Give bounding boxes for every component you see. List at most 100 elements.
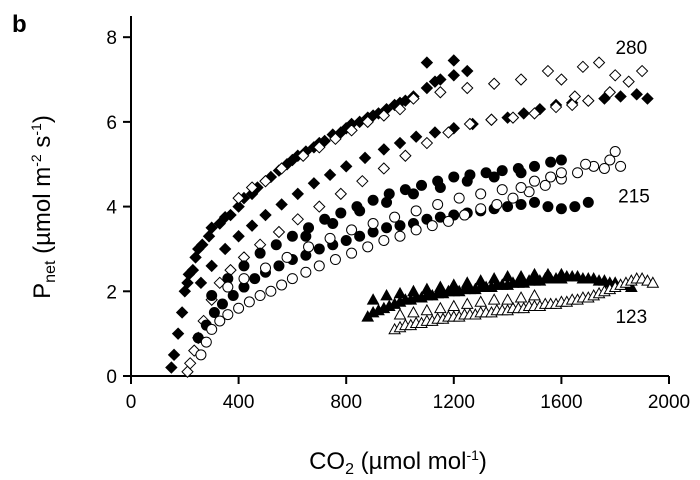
series-annotation: 280 [615,38,647,59]
data-point-diamond-filled [614,90,627,103]
data-point-circle-filled [286,230,298,242]
y-tick-label: 8 [106,28,117,49]
data-point-diamond-filled [420,56,434,69]
data-point-circle-open [389,211,401,223]
data-point-diamond-filled [291,187,304,201]
data-point-circle-filled [381,222,393,234]
data-point-diamond-filled [428,126,442,139]
data-point-circle-open [475,203,487,215]
data-point-diamond-filled [186,263,200,277]
data-point-diamond-open [622,75,635,88]
data-point-diamond-filled [194,276,208,290]
data-point-triangle-filled [541,267,555,280]
data-point-circle-filled [270,239,282,251]
data-point-diamond-open [291,213,304,226]
data-point-diamond-open [232,191,245,205]
data-point-circle-open [604,154,616,166]
data-point-diamond-open [345,124,358,137]
data-point-triangle-filled [460,276,474,288]
data-point-circle-open [206,323,218,335]
data-point-triangle-open [407,305,420,318]
data-point-diamond-filled [409,130,423,143]
data-point-diamond-filled [171,327,185,340]
data-point-diamond-open [356,174,369,188]
data-point-diamond-filled [167,348,181,362]
data-point-triangle-open [447,299,461,312]
data-point-circle-open [254,290,266,302]
data-point-circle-open [572,167,584,179]
data-point-circle-open [324,232,336,244]
data-point-diamond-open [377,162,391,175]
data-point-triangle-filled [474,274,488,286]
data-points [165,54,660,378]
data-point-triangle-open [646,276,660,288]
data-point-circle-open [195,349,207,361]
data-point-diamond-filled [245,219,259,232]
data-point-circle-filled [496,165,508,177]
y-tick-label: 2 [106,282,117,303]
data-point-diamond-filled [232,200,245,213]
data-point-diamond-filled [447,69,461,82]
data-point-diamond-filled [213,217,226,230]
data-point-circle-open [286,273,298,285]
data-point-diamond-open [549,100,563,114]
data-point-diamond-filled [192,242,205,256]
data-point-diamond-open [461,81,474,95]
data-point-circle-filled [340,234,352,246]
data-point-circle-open [313,260,325,272]
data-point-diamond-filled [334,126,348,139]
data-point-circle-filled [515,198,527,210]
data-point-triangle-filled [366,293,380,305]
data-point-circle-open [300,266,312,278]
data-point-diamond-filled [318,134,331,148]
data-point-circle-open [475,188,487,200]
data-point-diamond-filled [165,361,178,374]
data-point-circle-filled [555,154,567,166]
data-point-diamond-filled [358,151,372,165]
data-point-circle-open [222,281,234,293]
data-point-circle-filled [569,201,581,213]
data-point-circle-filled [206,290,218,302]
data-point-circle-open [555,167,567,179]
data-point-circle-filled [327,218,339,230]
data-point-circle-filled [216,298,228,310]
data-point-diamond-filled [307,177,321,190]
data-point-circle-open [200,336,212,348]
data-point-triangle-filled [434,280,447,292]
data-point-diamond-open [329,132,342,146]
data-point-circle-filled [545,156,557,168]
data-point-circle-filled [529,196,540,208]
data-point-triangle-open [420,303,434,316]
data-point-diamond-open [399,149,412,162]
data-point-diamond-filled [339,160,353,173]
data-point-diamond-open [463,117,477,131]
panel-label: b [12,11,27,38]
data-point-circle-open [432,198,444,210]
data-point-circle-open [362,241,374,253]
data-point-diamond-open [275,162,288,175]
data-point-circle-open [609,146,621,158]
data-point-triangle-filled [528,267,541,280]
data-point-circle-open [378,234,390,246]
data-point-circle-filled [381,196,393,208]
data-point-triangle-open [460,297,474,309]
data-point-circle-open [615,160,627,172]
data-point-triangle-filled [420,282,434,295]
x-axis-title: CO2 (µmol mol-1) [309,447,487,478]
data-point-circle-open [453,192,465,204]
data-point-triangle-open [501,293,514,305]
data-point-circle-open [529,175,540,187]
data-point-circle-filled [461,175,473,187]
data-point-triangle-filled [501,269,514,282]
data-point-triangle-filled [555,267,568,280]
data-point-circle-filled [407,188,419,200]
x-tick-label: 400 [223,392,255,413]
data-point-circle-filled [529,160,540,172]
data-point-circle-open [346,247,358,259]
data-point-diamond-open [568,90,582,103]
data-point-diamond-filled [259,208,272,222]
x-tick-label: 1200 [433,392,475,413]
data-point-diamond-filled [630,88,643,101]
data-point-diamond-filled [420,81,434,95]
